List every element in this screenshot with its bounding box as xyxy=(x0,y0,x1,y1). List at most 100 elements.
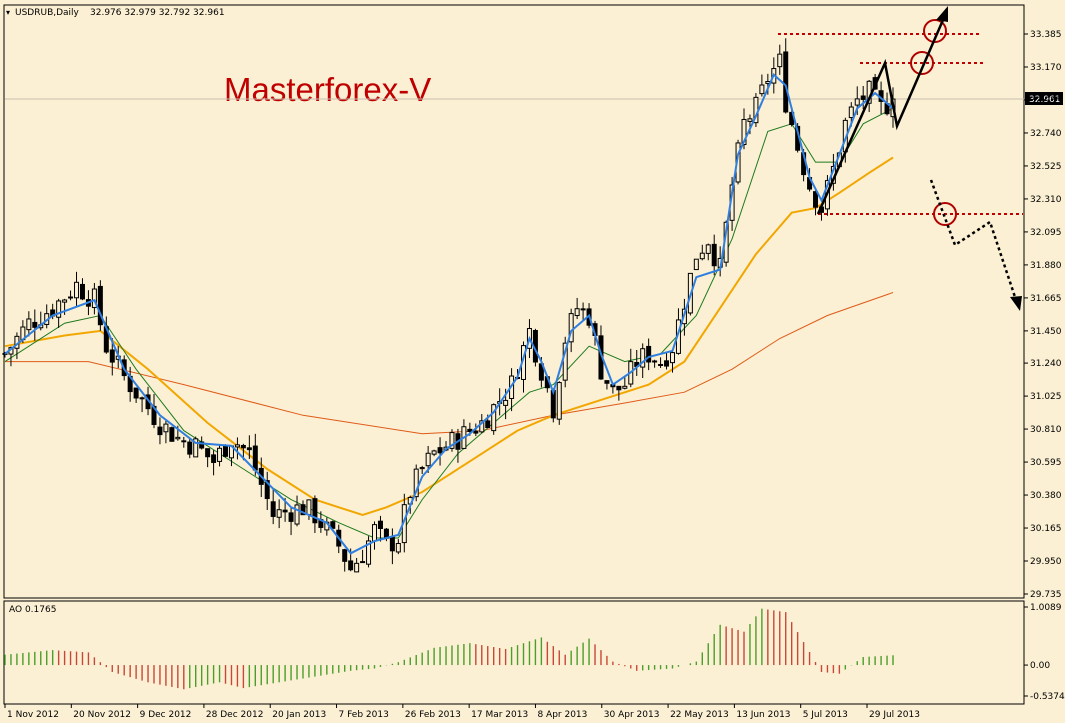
bull-candle xyxy=(669,352,675,364)
time-axis-label: 1 Nov 2012 xyxy=(7,710,59,720)
bear-candle xyxy=(223,444,229,457)
time-axis-label: 26 Feb 2013 xyxy=(405,710,461,720)
bear-candle xyxy=(169,427,175,442)
time-axis-label: 22 May 2013 xyxy=(670,710,729,720)
bear-candle xyxy=(282,509,288,513)
bull-candle xyxy=(26,318,32,331)
bull-candle xyxy=(413,468,419,498)
ohlc-values: 32.976 32.979 32.792 32.961 xyxy=(90,8,225,18)
bull-candle xyxy=(68,296,74,299)
bull-candle xyxy=(622,385,628,389)
bear-candle xyxy=(813,191,819,208)
bullish-arrow-head-icon xyxy=(936,6,948,22)
ao-panel[interactable] xyxy=(3,600,1025,705)
bull-candle xyxy=(568,313,574,343)
price-axis-label: 29.950 xyxy=(1030,557,1062,567)
bearish-arrow-head-icon xyxy=(1010,296,1022,311)
bear-candle xyxy=(97,285,103,326)
bull-candle xyxy=(306,499,312,516)
bear-candle xyxy=(389,536,395,552)
bear-candle xyxy=(157,426,163,436)
bull-candle xyxy=(741,118,747,146)
bear-candle xyxy=(348,560,354,571)
bear-candle xyxy=(646,345,652,363)
bull-candle xyxy=(62,299,68,303)
bear-candle xyxy=(473,430,479,434)
bull-candle xyxy=(419,467,425,470)
bull-candle xyxy=(425,452,431,467)
price-axis-label: 31.880 xyxy=(1030,261,1062,271)
bull-candle xyxy=(699,252,705,260)
price-axis-label: 31.025 xyxy=(1030,392,1062,402)
price-panel[interactable] xyxy=(3,4,1025,599)
bull-candle xyxy=(777,53,783,68)
price-axis-label: 33.170 xyxy=(1030,63,1062,73)
watermark-title: Masterforex-V xyxy=(224,71,431,108)
price-axis-label: 31.240 xyxy=(1030,359,1062,369)
ao-histogram xyxy=(4,608,894,690)
price-axis-label: 32.310 xyxy=(1030,195,1062,205)
bull-candle xyxy=(395,542,401,553)
bear-candle xyxy=(246,447,252,451)
bear-candle xyxy=(109,349,115,363)
bear-candle xyxy=(240,444,246,449)
price-tag xyxy=(1025,92,1063,105)
bull-candle xyxy=(56,300,62,318)
bull-candle xyxy=(479,420,485,433)
time-axis: 1 Nov 2012 20 Nov 2012 9 Dec 2012 28 Dec 20… xyxy=(4,704,920,720)
price-tag-label: 32.961 xyxy=(1029,95,1061,105)
bear-candle xyxy=(211,454,217,463)
bear-candle xyxy=(342,549,348,562)
bull-candle xyxy=(747,118,753,122)
bear-candle xyxy=(288,512,294,522)
bull-candle xyxy=(354,562,360,573)
price-axis-label: 33.385 xyxy=(1030,30,1062,40)
bull-candle xyxy=(705,244,711,254)
bear-candle xyxy=(187,441,193,455)
bull-candle xyxy=(854,98,860,106)
bull-candle xyxy=(217,447,223,462)
bull-candle xyxy=(449,432,455,449)
target-circle-low[interactable] xyxy=(933,202,957,226)
bear-candle xyxy=(616,385,622,391)
bear-candle xyxy=(270,501,276,517)
bear-candle xyxy=(205,448,211,458)
bull-candle xyxy=(431,450,437,455)
target-circle-high[interactable] xyxy=(923,19,947,43)
bear-candle xyxy=(664,360,670,367)
bull-candle xyxy=(366,540,372,565)
price-axis-label: 32.740 xyxy=(1030,129,1062,139)
bull-candle xyxy=(848,106,854,119)
bear-candle xyxy=(312,498,318,524)
bear-candle xyxy=(360,561,366,564)
bear-candle xyxy=(264,480,270,500)
price-axis-label: 30.380 xyxy=(1030,491,1062,501)
bull-candle xyxy=(294,504,300,525)
bull-candle xyxy=(556,382,562,420)
time-axis-label: 13 Jun 2013 xyxy=(736,710,790,720)
bull-candle xyxy=(193,438,199,458)
time-axis-label: 5 Jul 2013 xyxy=(803,710,848,720)
target-circle-mid[interactable] xyxy=(910,51,934,75)
bull-candle xyxy=(139,397,145,400)
price-axis-label: 30.810 xyxy=(1030,425,1062,435)
collapse-triangle-icon[interactable]: ▾ xyxy=(6,8,10,17)
bull-candle xyxy=(658,364,664,367)
bull-candle xyxy=(503,399,509,406)
bull-candle xyxy=(163,423,169,433)
ao-axis-label: 1.0089 xyxy=(1030,603,1062,613)
bear-candle xyxy=(485,420,491,429)
bull-candle xyxy=(759,84,765,95)
price-axis-label: 31.665 xyxy=(1030,294,1062,304)
time-axis-label: 29 Jul 2013 xyxy=(869,710,920,720)
bear-candle xyxy=(467,428,473,433)
bullish-zigzag-arrow[interactable] xyxy=(816,19,945,215)
time-axis-label: 8 Apr 2013 xyxy=(537,710,587,720)
price-axis-label: 32.955 xyxy=(1030,96,1062,106)
fast-moving-average xyxy=(4,73,894,555)
bearish-zigzag-arrow[interactable] xyxy=(929,179,1018,301)
bull-candle xyxy=(580,308,586,311)
trend-annotations[interactable] xyxy=(778,6,1023,311)
bear-candle xyxy=(652,360,658,363)
